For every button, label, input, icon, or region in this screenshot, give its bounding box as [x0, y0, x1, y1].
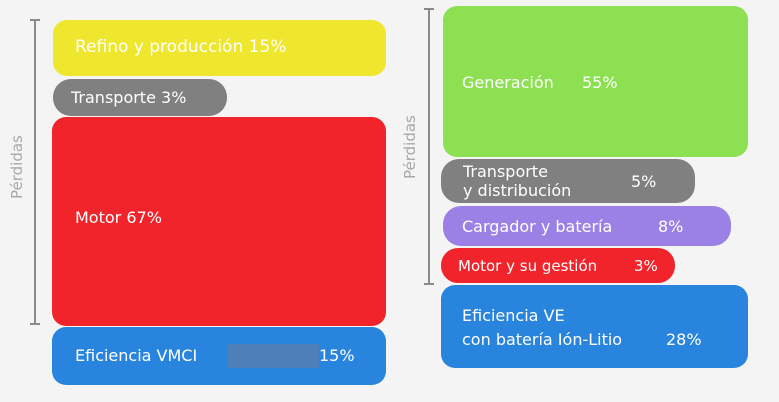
refining-label: Refino y producción [75, 37, 244, 57]
motor-box: Motor 67% [52, 117, 386, 326]
redaction-block [228, 344, 319, 368]
motor-management-box: Motor y su gestión 3% [441, 248, 675, 283]
transport-label: Transporte [71, 88, 156, 107]
refining-box: Refino y producción 15% [53, 20, 386, 76]
efficiency-ev-value: 28% [666, 330, 702, 349]
transport-distribution-label-2: y distribución [463, 181, 572, 200]
charger-battery-value: 8% [658, 217, 684, 236]
efficiency-ev-box: Eficiencia VE con batería Ión-Litio 28% [441, 285, 748, 368]
motor-value: 67% [126, 208, 162, 227]
transport-distribution-box: Transporte y distribución 5% [441, 159, 695, 203]
efficiency-ev-label-1: Eficiencia VE [462, 306, 565, 325]
charger-battery-label: Cargador y batería [462, 217, 613, 236]
efficiency-vmci-box: Eficiencia VMCI 15% [52, 327, 386, 385]
generation-label: Generación [462, 73, 554, 92]
motor-management-value: 3% [634, 257, 658, 275]
transport-distribution-value: 5% [631, 172, 657, 191]
charger-battery-box: Cargador y batería 8% [443, 206, 731, 246]
transport-box: Transporte 3% [53, 79, 227, 116]
losses-bracket-left [30, 19, 40, 325]
efficiency-vmci-label: Eficiencia VMCI [75, 346, 198, 365]
losses-label-right: Pérdidas [401, 115, 419, 179]
motor-management-label: Motor y su gestión [458, 257, 598, 275]
efficiency-ev-label-2: con batería Ión-Litio [462, 330, 623, 349]
losses-bracket-right [424, 8, 434, 285]
losses-label-left: Pérdidas [8, 135, 26, 199]
transport-distribution-label-1: Transporte [463, 162, 548, 181]
motor-label: Motor [75, 208, 122, 227]
generation-value: 55% [582, 73, 618, 92]
transport-value: 3% [161, 88, 187, 107]
efficiency-vmci-value: 15% [319, 346, 355, 365]
refining-value: 15% [248, 37, 287, 57]
generation-box: Generación 55% [443, 6, 748, 157]
